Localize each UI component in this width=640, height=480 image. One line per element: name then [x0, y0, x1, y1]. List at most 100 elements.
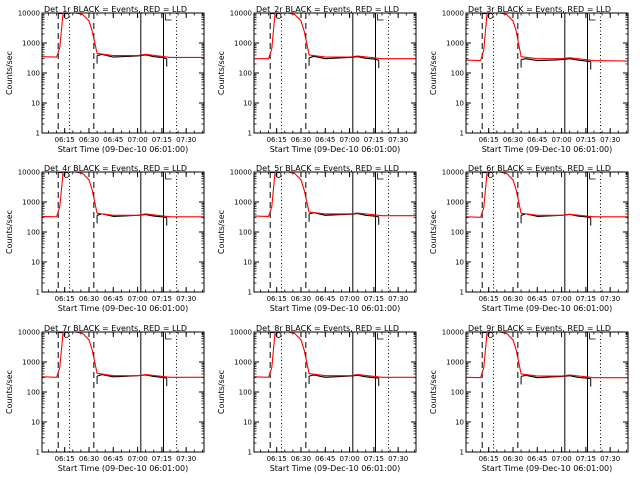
- x-tick-label: 06:45: [315, 295, 335, 303]
- series-line-lld: [465, 12, 629, 62]
- x-tick-label: 06:15: [267, 455, 287, 463]
- end-marker-symbol: [589, 14, 596, 21]
- chart-title: Det_3r BLACK = Events, RED = LLD: [468, 5, 611, 14]
- x-tick-label: 06:30: [503, 455, 523, 463]
- x-tick-label: 06:30: [79, 455, 99, 463]
- y-tick-label: 1000: [446, 199, 464, 207]
- y-tick-label: 1000: [234, 40, 252, 48]
- y-tick-label: 1: [248, 130, 252, 138]
- x-tick-label: 07:15: [576, 295, 596, 303]
- x-tick-label: 06:15: [55, 295, 75, 303]
- chart-panel: Det_6r BLACK = Events, RED = LLD Counts/s…: [429, 164, 629, 313]
- chart-panel: Det_9r BLACK = Events, RED = LLD Counts/s…: [429, 324, 629, 473]
- end-marker-symbol: [165, 173, 172, 180]
- x-axis-label: Start Time (09-Dec-10 06:01:00): [482, 304, 613, 313]
- plot-frame: [253, 331, 417, 453]
- y-tick-label: 100: [239, 70, 252, 78]
- chart-panel: Det_3r BLACK = Events, RED = LLD Counts/s…: [429, 5, 629, 154]
- y-tick-label: 1: [36, 130, 40, 138]
- x-tick-label: 07:30: [600, 295, 620, 303]
- chart-title: Det_8r BLACK = Events, RED = LLD: [256, 324, 399, 333]
- end-marker-symbol: [377, 333, 384, 340]
- plot-frame: [253, 171, 417, 293]
- chart-title: Det_4r BLACK = Events, RED = LLD: [44, 164, 187, 173]
- y-axis-label: Counts/sec: [429, 51, 438, 95]
- x-tick-label: 06:45: [315, 455, 335, 463]
- x-tick-label: 06:30: [503, 136, 523, 144]
- x-tick-label: 06:45: [103, 136, 123, 144]
- y-tick-label: 10: [243, 100, 252, 108]
- end-marker-symbol: [377, 14, 384, 21]
- x-tick-label: 07:15: [152, 295, 172, 303]
- x-tick-label: 07:30: [388, 136, 408, 144]
- y-tick-label: 1000: [234, 359, 252, 367]
- plot-frame: [253, 12, 417, 134]
- chart-title: Det_9r BLACK = Events, RED = LLD: [468, 324, 611, 333]
- y-axis-label: Counts/sec: [217, 210, 226, 254]
- x-axis-label: Start Time (09-Dec-10 06:01:00): [482, 145, 613, 154]
- end-marker-symbol: [165, 333, 172, 340]
- x-tick-label: 07:15: [576, 136, 596, 144]
- chart-panel: Det_1r BLACK = Events, RED = LLD Counts/s…: [5, 5, 205, 154]
- y-tick-label: 100: [451, 389, 464, 397]
- y-tick-label: 1: [248, 289, 252, 297]
- chart-panel: Det_7r BLACK = Events, RED = LLD Counts/s…: [5, 324, 205, 473]
- y-tick-label: 100: [239, 229, 252, 237]
- x-tick-label: 07:15: [152, 136, 172, 144]
- x-tick-label: 06:15: [479, 295, 499, 303]
- x-tick-label: 07:00: [551, 455, 571, 463]
- x-tick-label: 07:00: [339, 295, 359, 303]
- y-tick-label: 1000: [22, 199, 40, 207]
- x-axis-label: Start Time (09-Dec-10 06:01:00): [270, 145, 401, 154]
- y-tick-label: 10000: [230, 169, 252, 177]
- y-tick-label: 1: [36, 289, 40, 297]
- y-tick-label: 10000: [442, 10, 464, 18]
- y-tick-label: 10: [31, 259, 40, 267]
- y-axis-label: Counts/sec: [5, 51, 14, 95]
- y-tick-label: 1000: [446, 359, 464, 367]
- x-tick-label: 07:30: [176, 136, 196, 144]
- x-tick-label: 07:00: [127, 295, 147, 303]
- x-tick-label: 07:15: [364, 295, 384, 303]
- x-axis-label: Start Time (09-Dec-10 06:01:00): [270, 304, 401, 313]
- y-tick-label: 1000: [234, 199, 252, 207]
- y-tick-label: 100: [27, 389, 40, 397]
- y-tick-label: 1: [248, 449, 252, 457]
- chart-title: Det_5r BLACK = Events, RED = LLD: [256, 164, 399, 173]
- y-tick-label: 10000: [230, 329, 252, 337]
- y-tick-label: 100: [239, 389, 252, 397]
- y-tick-label: 100: [27, 229, 40, 237]
- y-tick-label: 100: [451, 70, 464, 78]
- x-tick-label: 06:45: [527, 136, 547, 144]
- y-tick-label: 1000: [446, 40, 464, 48]
- chart-title: Det_2r BLACK = Events, RED = LLD: [256, 5, 399, 14]
- x-tick-label: 07:30: [388, 295, 408, 303]
- y-tick-label: 10: [31, 419, 40, 427]
- x-tick-label: 07:30: [176, 295, 196, 303]
- y-tick-label: 10: [243, 419, 252, 427]
- series-line-lld: [41, 331, 204, 378]
- x-tick-label: 06:30: [503, 295, 523, 303]
- x-tick-label: 07:00: [127, 136, 147, 144]
- plot-frame: [465, 12, 629, 134]
- y-tick-label: 10000: [442, 169, 464, 177]
- x-tick-label: 06:30: [291, 136, 311, 144]
- end-marker-symbol: [165, 14, 172, 21]
- plot-frame: [41, 331, 205, 453]
- x-tick-label: 06:45: [103, 455, 123, 463]
- y-axis-label: Counts/sec: [429, 210, 438, 254]
- y-tick-label: 100: [451, 229, 464, 237]
- x-tick-label: 06:15: [55, 455, 75, 463]
- x-tick-label: 07:30: [600, 455, 620, 463]
- y-axis-label: Counts/sec: [5, 370, 14, 414]
- y-tick-label: 10: [455, 259, 464, 267]
- x-tick-label: 06:30: [79, 295, 99, 303]
- y-tick-label: 10: [243, 259, 252, 267]
- x-tick-label: 07:15: [152, 455, 172, 463]
- x-tick-label: 07:15: [364, 136, 384, 144]
- x-tick-label: 07:00: [551, 136, 571, 144]
- chart-panel: Det_2r BLACK = Events, RED = LLD Counts/s…: [217, 5, 417, 154]
- plot-frame: [41, 171, 205, 293]
- x-tick-label: 07:15: [364, 455, 384, 463]
